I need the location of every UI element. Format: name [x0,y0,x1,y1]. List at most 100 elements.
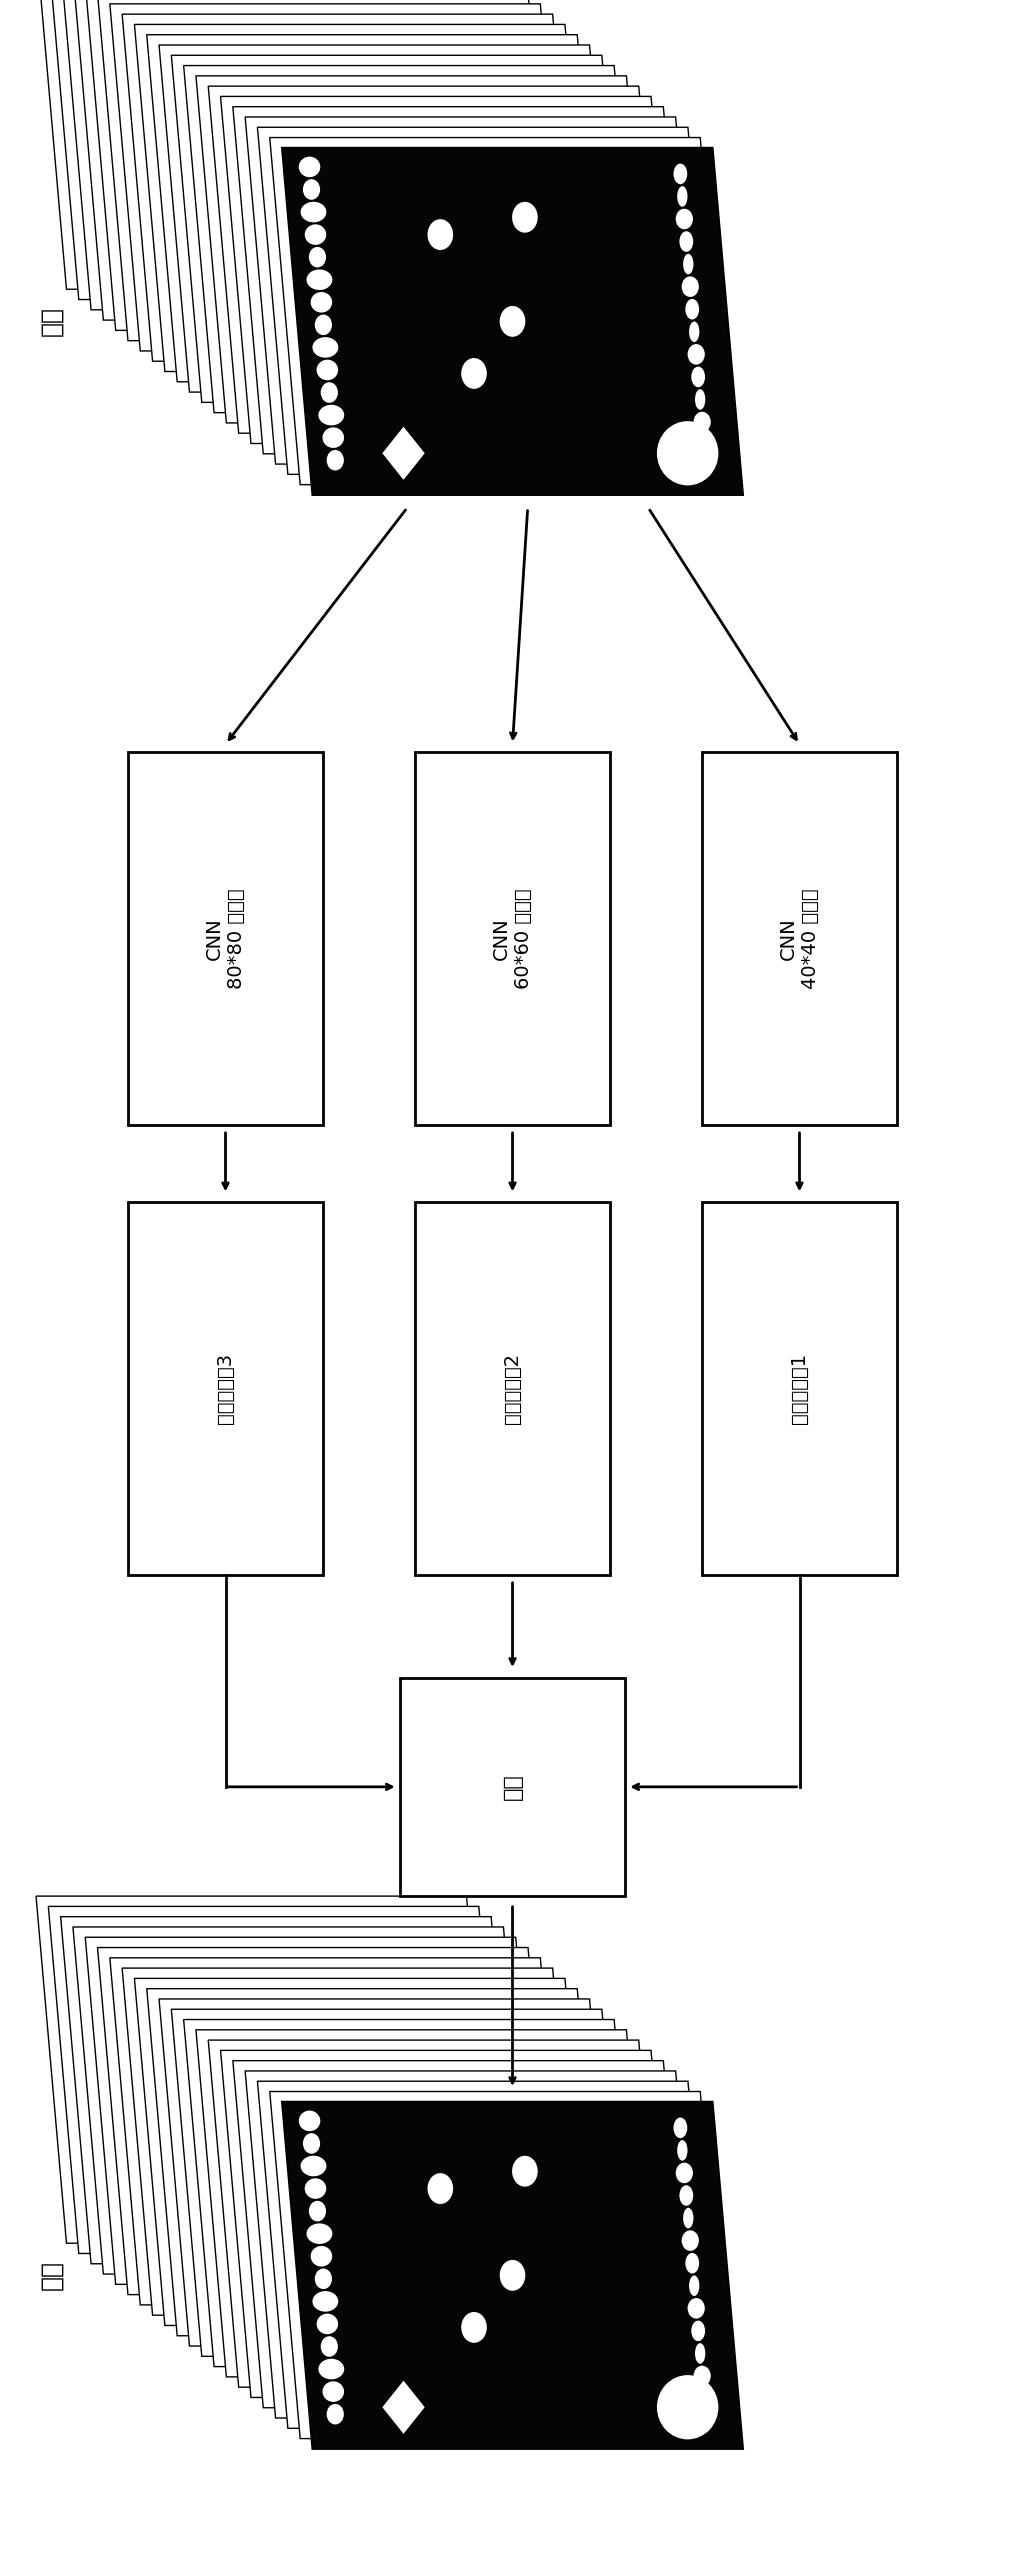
Ellipse shape [319,404,344,424]
Ellipse shape [682,278,699,298]
Ellipse shape [691,2322,705,2342]
Ellipse shape [317,2314,338,2334]
Polygon shape [270,2093,731,2437]
Ellipse shape [327,450,343,470]
Polygon shape [134,26,596,373]
Ellipse shape [309,2201,326,2221]
Ellipse shape [691,368,705,388]
Ellipse shape [298,2111,320,2131]
FancyBboxPatch shape [128,751,323,1126]
Polygon shape [85,1939,546,2286]
Ellipse shape [427,2172,453,2203]
Ellipse shape [697,434,711,455]
Ellipse shape [680,2185,693,2206]
Ellipse shape [304,224,326,244]
Polygon shape [171,2011,632,2355]
Ellipse shape [323,427,344,447]
FancyBboxPatch shape [415,1203,610,1573]
Polygon shape [73,0,534,321]
Ellipse shape [500,2260,525,2291]
Ellipse shape [311,293,332,314]
Polygon shape [147,1990,608,2334]
Text: 特征合并层3: 特征合并层3 [216,1352,235,1424]
Ellipse shape [657,422,719,486]
Polygon shape [97,0,559,339]
Ellipse shape [678,185,688,206]
Ellipse shape [321,2337,338,2358]
Ellipse shape [327,2404,343,2424]
Ellipse shape [313,2291,338,2311]
Polygon shape [36,1897,497,2242]
Polygon shape [73,1928,534,2275]
Polygon shape [257,126,719,473]
Ellipse shape [686,298,699,319]
Ellipse shape [323,2381,344,2401]
Ellipse shape [298,157,320,177]
Polygon shape [110,3,571,350]
Text: 入题: 入题 [39,306,64,337]
Ellipse shape [680,231,693,252]
Ellipse shape [697,2388,711,2409]
Polygon shape [257,2083,719,2427]
Polygon shape [381,424,426,481]
Ellipse shape [701,2412,711,2432]
Ellipse shape [694,411,710,432]
Ellipse shape [689,321,699,342]
Ellipse shape [701,458,711,478]
Ellipse shape [309,247,326,267]
Polygon shape [196,75,657,422]
Polygon shape [36,0,497,291]
Polygon shape [245,116,706,465]
Ellipse shape [500,306,525,337]
Polygon shape [48,0,509,301]
Ellipse shape [319,2358,344,2378]
Polygon shape [282,147,743,494]
Ellipse shape [315,314,332,334]
Ellipse shape [682,2229,699,2252]
Ellipse shape [688,2298,705,2319]
Ellipse shape [512,2154,538,2185]
Ellipse shape [321,383,338,404]
Polygon shape [159,2000,620,2345]
Ellipse shape [306,270,332,291]
Polygon shape [381,2378,426,2435]
Polygon shape [282,2103,743,2448]
Ellipse shape [306,2224,332,2244]
Ellipse shape [304,2178,326,2198]
Ellipse shape [657,2376,719,2440]
Text: 合并: 合并 [502,1774,523,1800]
Polygon shape [60,1918,522,2265]
Ellipse shape [689,2275,699,2296]
Polygon shape [60,0,522,309]
Ellipse shape [512,203,538,231]
Text: 特征合并层1: 特征合并层1 [790,1352,809,1424]
Polygon shape [85,0,546,329]
FancyBboxPatch shape [128,1203,323,1573]
Ellipse shape [427,219,453,249]
FancyBboxPatch shape [400,1676,625,1897]
Ellipse shape [300,201,326,221]
Ellipse shape [311,2247,332,2268]
Polygon shape [48,1908,509,2252]
Ellipse shape [683,2208,694,2229]
FancyBboxPatch shape [415,751,610,1126]
Ellipse shape [673,2119,687,2139]
Polygon shape [147,33,608,381]
Ellipse shape [317,360,338,381]
Polygon shape [97,1949,559,2296]
Text: CNN
40*40 底层列: CNN 40*40 底层列 [779,887,820,990]
Ellipse shape [675,2162,693,2183]
Ellipse shape [683,255,694,275]
Polygon shape [122,1969,583,2314]
Ellipse shape [300,2154,326,2175]
Polygon shape [220,2052,682,2396]
Ellipse shape [675,208,693,229]
Ellipse shape [313,337,338,357]
Text: 特征合并层2: 特征合并层2 [503,1352,522,1424]
Polygon shape [220,95,682,442]
Polygon shape [233,2062,694,2406]
Polygon shape [196,2031,657,2376]
Ellipse shape [303,2134,320,2154]
Ellipse shape [695,388,705,409]
Ellipse shape [461,357,487,388]
